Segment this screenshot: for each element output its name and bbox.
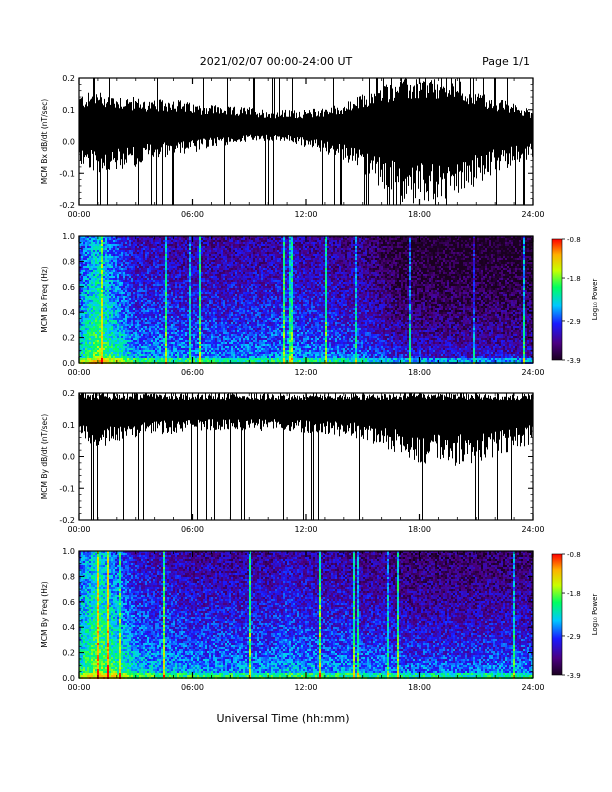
y-axis-title-4: MCM By Freq (Hz)	[40, 581, 49, 647]
xtick-label-3-4: 18:00	[408, 525, 431, 534]
y-axis-title-2: MCM Bx Freq (Hz)	[40, 266, 49, 332]
xtick-label-2-5: 24:00	[521, 368, 544, 377]
panel-4: -0.8 -1.8 -2.9 -3.9 Log₁₀ Power 1.0 0.8 0.6 0.4 0…	[40, 547, 599, 692]
panel-3: 0.2 0.1 0.0 -0.1 -0.200:00 06:00 12:00 18:00 24:…	[40, 389, 545, 534]
ytick-label-4-1: 1.0	[62, 547, 75, 556]
ytick-label-4-2: 0.8	[62, 572, 75, 581]
ytick-label-4-4: 0.4	[62, 623, 75, 632]
colorbar-tick-label-2-3: -2.9	[567, 318, 581, 326]
xtick-label-1-3: 12:00	[294, 210, 317, 219]
ytick-label-1-1: 0.2	[62, 74, 75, 83]
xtick-label-1-4: 18:00	[408, 210, 431, 219]
xtick-label-3-1: 00:00	[67, 525, 90, 534]
colorbar-2	[552, 239, 562, 360]
colorbar-label-2: Log₁₀ Power	[591, 279, 599, 321]
ytick-label-2-1: 1.0	[62, 232, 75, 241]
xtick-label-3-5: 24:00	[521, 525, 544, 534]
xtick-label-3-2: 06:00	[181, 525, 204, 534]
colorbar-tick-label-2-4: -3.9	[567, 357, 581, 365]
colorbar-4	[552, 554, 562, 675]
colorbar-tick-label-4-1: -0.8	[567, 551, 581, 559]
xtick-label-4-4: 18:00	[408, 683, 431, 692]
xtick-label-2-2: 06:00	[181, 368, 204, 377]
colorbar-tick-label-4-2: -1.8	[567, 590, 581, 598]
figure-canvas: 2021/02/07 00:00-24:00 UT Page 1/1 0.20.…	[0, 0, 612, 792]
xtick-label-4-1: 00:00	[67, 683, 90, 692]
ytick-label-2-4: 0.4	[62, 308, 75, 317]
ytick-label-3-3: 0.0	[62, 453, 75, 462]
colorbar-tick-label-2-1: -0.8	[567, 236, 581, 244]
ytick-label-1-4: -0.1	[59, 169, 75, 178]
xtick-label-3-3: 12:00	[294, 525, 317, 534]
y-axis-title-3: MCM By dB/dt (nT/sec)	[40, 414, 49, 499]
ytick-label-2-5: 0.2	[62, 334, 75, 343]
xtick-label-4-2: 06:00	[181, 683, 204, 692]
xtick-label-2-1: 00:00	[67, 368, 90, 377]
ytick-label-3-1: 0.2	[62, 389, 75, 398]
ytick-label-2-2: 0.8	[62, 257, 75, 266]
ytick-label-4-3: 0.6	[62, 598, 75, 607]
xtick-label-1-2: 06:00	[181, 210, 204, 219]
xtick-label-1-1: 00:00	[67, 210, 90, 219]
xtick-label-4-3: 12:00	[294, 683, 317, 692]
figure-date-range: 2021/02/07 00:00-24:00 UT	[200, 55, 353, 68]
figure-page-number: Page 1/1	[482, 55, 530, 68]
xtick-label-4-5: 24:00	[521, 683, 544, 692]
ytick-label-2-6: 0.0	[62, 359, 75, 368]
panels: 0.20.10.0-0.1-0.200:00 06:00 12:00 18:00 24:…	[40, 74, 599, 692]
ytick-label-2-3: 0.6	[62, 283, 75, 292]
xtick-label-2-4: 18:00	[408, 368, 431, 377]
spectrogram-cells-4	[79, 551, 533, 679]
ytick-label-4-6: 0.0	[62, 674, 75, 683]
ytick-label-3-5: -0.2	[59, 516, 75, 525]
colorbar-tick-label-4-3: -2.9	[567, 633, 581, 641]
series-line-3	[80, 393, 533, 520]
panel-2: -0.8 -1.8 -2.9 -3.9 Log₁₀ Power 1.0 0.8 0.6 0.4 0…	[40, 232, 599, 377]
y-axis-title-1: MCM Bx dB/dt (nT/sec)	[40, 99, 49, 184]
spectrogram-cells-2	[79, 236, 533, 364]
xtick-label-1-5: 24:00	[521, 210, 544, 219]
ytick-label-3-2: 0.1	[62, 421, 75, 430]
ytick-label-1-5: -0.2	[59, 201, 75, 210]
colorbar-tick-label-2-2: -1.8	[567, 275, 581, 283]
ytick-label-1-2: 0.1	[62, 106, 75, 115]
ytick-label-3-4: -0.1	[59, 484, 75, 493]
panel-1: 0.2 0.1 0.0 -0.1 -0.200:00 06:00 12:00 18:00 24:…	[40, 74, 545, 219]
series-line-1	[80, 78, 533, 205]
ytick-label-4-5: 0.2	[62, 649, 75, 658]
ytick-label-1-3: 0.0	[62, 138, 75, 147]
colorbar-label-4: Log₁₀ Power	[591, 594, 599, 636]
xtick-label-2-3: 12:00	[294, 368, 317, 377]
x-axis-title: Universal Time (hh:mm)	[217, 712, 350, 725]
colorbar-tick-label-4-4: -3.9	[567, 672, 581, 680]
